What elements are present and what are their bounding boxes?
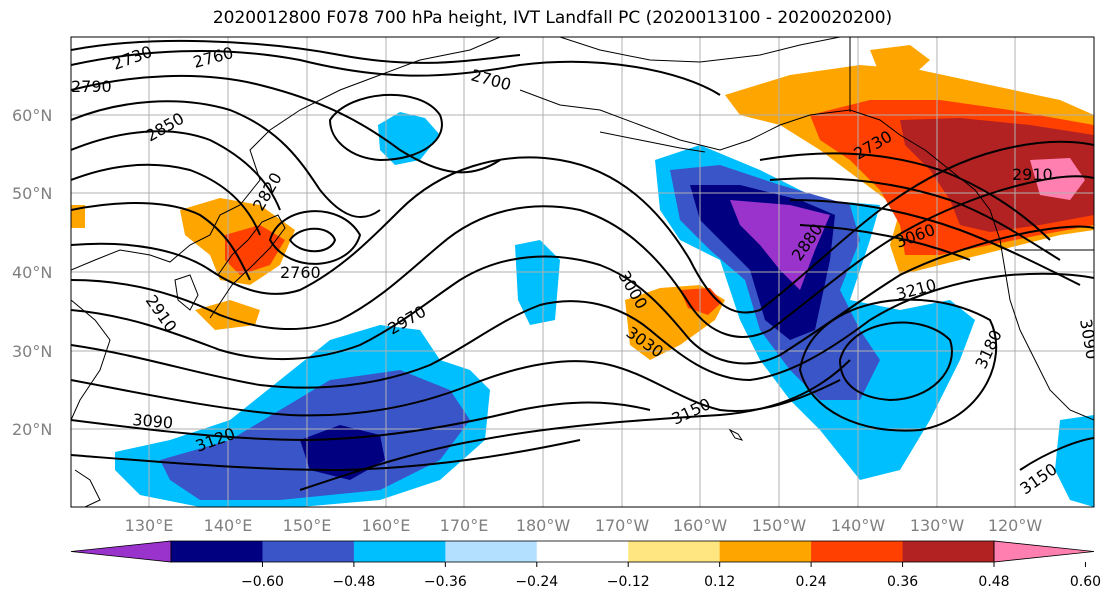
- lon-label: 180°W: [516, 516, 571, 535]
- colorbar-swatch: [353, 541, 446, 562]
- colorbar-tick-label: 0.12: [704, 574, 735, 590]
- colorbar-extend-high: [993, 540, 1095, 563]
- philippines: [74, 469, 101, 507]
- lon-label: 140°W: [831, 516, 886, 535]
- china-coast: [71, 299, 111, 421]
- colorbar-swatch: [628, 541, 721, 562]
- colorbar-swatch: [811, 541, 904, 562]
- contour-label: 2790: [71, 77, 112, 96]
- colorbar-swatch: [171, 541, 263, 562]
- positive-shade-ne-dark: [900, 118, 1094, 232]
- colorbar-swatch: [262, 541, 355, 562]
- positive-shade-left-edge: [71, 205, 85, 228]
- colorbar-tick-label: −0.60: [241, 574, 284, 590]
- negative-shade-se: [1055, 415, 1094, 507]
- lat-label: 60°N: [12, 106, 52, 125]
- lat-label: 20°N: [12, 420, 52, 439]
- map-layers: 2730 2760 2790 2850 2820 2760 2700 2910 …: [71, 37, 1094, 507]
- colorbar-tick-label: 0.24: [796, 574, 827, 590]
- colorbar-tick-label: 0.48: [978, 574, 1009, 590]
- contour-label: 3090: [132, 410, 174, 432]
- negative-shade-epac-purple: [730, 200, 830, 290]
- japan-coast: [209, 214, 286, 319]
- lat-label: 50°N: [12, 184, 52, 203]
- lon-label: 140°E: [204, 516, 253, 535]
- colorbar-extend-low: [70, 540, 172, 563]
- graticule: [71, 37, 1094, 507]
- map-frame: [70, 36, 1095, 508]
- positive-shade-ne-pink: [1030, 158, 1085, 200]
- colorbar-swatch: [536, 541, 629, 562]
- lon-label: 130°W: [910, 516, 965, 535]
- lat-label: 30°N: [12, 342, 52, 361]
- negative-shade-aleutian: [378, 112, 440, 165]
- lon-label: 150°W: [752, 516, 807, 535]
- alaska-coast: [519, 89, 1094, 421]
- colorbar-swatch: [719, 541, 812, 562]
- latitude-labels: 60°N 50°N 40°N 30°N 20°N: [12, 106, 52, 439]
- lon-label: 130°E: [125, 516, 174, 535]
- colorbar-tick-label: −0.24: [515, 574, 558, 590]
- lon-label: 160°W: [673, 516, 728, 535]
- colorbar-swatch: [902, 541, 995, 562]
- lon-label: 150°E: [283, 516, 332, 535]
- colorbar-tick-label: −0.12: [607, 574, 650, 590]
- colorbar-tick-label: 0.60: [1070, 574, 1101, 590]
- coastlines: [71, 37, 1094, 507]
- lon-label: 120°W: [988, 516, 1043, 535]
- colorbar-outline: [170, 540, 995, 563]
- lon-label: 170°W: [595, 516, 650, 535]
- colorbar-swatch: [445, 541, 538, 562]
- chart-title: 2020012800 F078 700 hPa height, IVT Land…: [212, 8, 893, 28]
- contour-label: 2760: [280, 263, 321, 282]
- lon-label: 160°E: [362, 516, 411, 535]
- colorbar-tick-label: −0.36: [424, 574, 467, 590]
- aleutians: [599, 131, 706, 153]
- hawaii: [728, 428, 744, 441]
- lon-label: 170°E: [440, 516, 489, 535]
- lat-label: 40°N: [12, 263, 52, 282]
- alaska-north: [559, 37, 841, 63]
- colorbar-tick-label: −0.48: [332, 574, 375, 590]
- longitude-labels: 130°E 140°E 150°E 160°E 170°E 180°W 170°…: [125, 516, 1043, 535]
- contour-label: 2910: [1012, 165, 1053, 184]
- colorbar-tick-label: 0.36: [887, 574, 918, 590]
- positive-shade-ne-top: [870, 45, 930, 78]
- colorbar: −0.60 −0.48 −0.36 −0.24 −0.12 0.12 0.24 0.36 0.4…: [70, 540, 1101, 590]
- height-contours: [71, 39, 1094, 491]
- asia-coast: [71, 37, 501, 271]
